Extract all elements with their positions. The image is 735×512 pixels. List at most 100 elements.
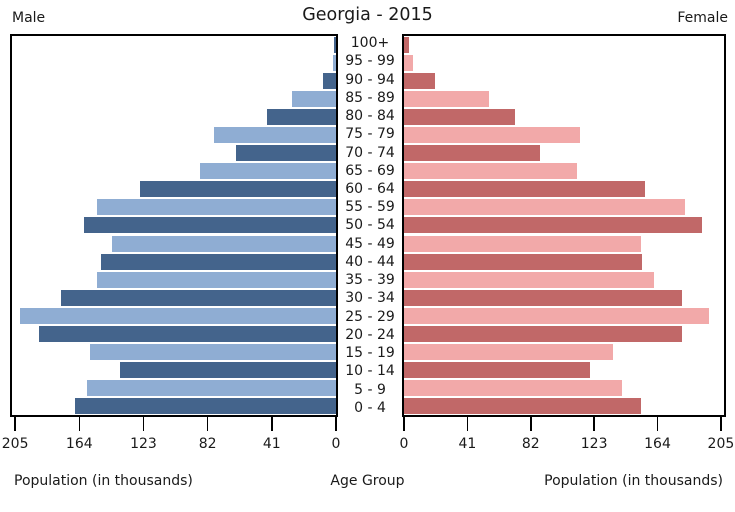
male-bar-row: [12, 271, 336, 289]
female-axis-tick-label: 0: [399, 436, 409, 452]
female-bar-row: [404, 343, 724, 361]
female-bar: [404, 235, 641, 252]
male-x-axis: 0 41 82 123 164 205: [2, 417, 340, 459]
female-bar-row: [404, 180, 724, 198]
male-bar: [334, 37, 336, 54]
male-bar: [140, 181, 336, 198]
male-axis-tick: [271, 417, 273, 431]
male-bar: [101, 253, 336, 270]
male-bar: [19, 307, 336, 324]
male-bar-row: [12, 90, 336, 108]
male-bar-row: [12, 36, 336, 54]
age-group-axis-title: Age Group: [330, 473, 405, 489]
female-bar-row: [404, 108, 724, 126]
age-group-label: 0 - 4: [354, 399, 386, 416]
female-bar: [404, 145, 541, 162]
male-axis-tick: [335, 417, 337, 431]
female-bar: [404, 379, 622, 396]
male-bar: [96, 199, 336, 216]
female-bar: [404, 163, 578, 180]
male-bar: [323, 73, 336, 90]
male-bar-row: [12, 379, 336, 397]
male-bar-row: [12, 54, 336, 72]
male-bar-row: [12, 180, 336, 198]
age-group-label: 55 - 59: [345, 199, 395, 216]
age-group-label: 100+: [350, 35, 390, 52]
male-bar: [74, 397, 336, 414]
female-bar: [404, 253, 643, 270]
male-bar: [96, 271, 336, 288]
female-bar: [404, 55, 414, 72]
female-bar: [404, 127, 581, 144]
female-bar: [404, 343, 613, 360]
female-bar-row: [404, 54, 724, 72]
male-bar-row: [12, 162, 336, 180]
male-bar-row: [12, 126, 336, 144]
male-bar-row: [12, 325, 336, 343]
male-axis-tick: [14, 417, 16, 431]
age-group-label: 50 - 54: [345, 217, 395, 234]
female-bar: [404, 37, 409, 54]
age-group-label: 25 - 29: [345, 308, 395, 325]
age-group-label: 75 - 79: [345, 126, 395, 143]
female-bar: [404, 397, 641, 414]
female-axis-tick: [466, 417, 469, 431]
female-bars-panel: [402, 34, 726, 417]
female-bar: [404, 109, 516, 126]
female-bar-row: [404, 253, 724, 271]
female-x-axis: 0 41 82 123 164 205: [400, 417, 734, 459]
age-group-label: 45 - 49: [345, 235, 395, 252]
male-bar-row: [12, 307, 336, 325]
female-bar-row: [404, 126, 724, 144]
male-axis-tick: [78, 417, 81, 431]
male-bar-row: [12, 235, 336, 253]
female-bar-row: [404, 307, 724, 325]
age-group-column: 100+ 95 - 99 90 - 94 85 - 89 80 - 84 75 - 79 7…: [338, 34, 402, 417]
female-bar-row: [404, 216, 724, 234]
female-axis-tick: [593, 417, 595, 431]
male-axis-tick: [142, 417, 145, 431]
male-axis-title: Population (in thousands): [14, 473, 193, 489]
male-bar-row: [12, 216, 336, 234]
female-bar: [404, 361, 590, 378]
age-group-label: 40 - 44: [345, 253, 395, 270]
female-bar-row: [404, 379, 724, 397]
female-bar-row: [404, 72, 724, 90]
female-bar-row: [404, 397, 724, 415]
female-bar-row: [404, 235, 724, 253]
male-bar: [213, 127, 336, 144]
female-bar: [404, 73, 435, 90]
female-bar: [404, 217, 703, 234]
age-group-label: 30 - 34: [345, 290, 395, 307]
male-bar: [87, 379, 336, 396]
female-bar: [404, 271, 655, 288]
age-group-label: 80 - 84: [345, 108, 395, 125]
female-bar: [404, 289, 683, 306]
male-bar: [90, 343, 336, 360]
age-group-label: 35 - 39: [345, 272, 395, 289]
female-axis-title: Population (in thousands): [544, 473, 723, 489]
female-bar-row: [404, 289, 724, 307]
female-bar-row: [404, 90, 724, 108]
male-bar-row: [12, 72, 336, 90]
age-group-label: 65 - 69: [345, 162, 395, 179]
female-axis-tick: [530, 417, 532, 431]
male-bar-row: [12, 198, 336, 216]
female-axis-tick: [656, 417, 659, 431]
male-axis-tick-label: 164: [65, 436, 93, 452]
male-bars-panel: [10, 34, 338, 417]
male-series-label: Male: [12, 10, 46, 26]
female-axis-tick-label: 41: [458, 436, 477, 452]
male-bar: [235, 145, 336, 162]
female-bar-row: [404, 361, 724, 379]
male-axis-tick-label: 0: [331, 436, 341, 452]
age-group-label: 95 - 99: [345, 53, 395, 70]
female-series-label: Female: [677, 10, 728, 26]
female-bar-row: [404, 325, 724, 343]
female-bar: [404, 199, 686, 216]
male-bar-row: [12, 144, 336, 162]
male-bar-row: [12, 289, 336, 307]
male-bar: [332, 55, 336, 72]
female-axis-tick: [403, 417, 405, 431]
